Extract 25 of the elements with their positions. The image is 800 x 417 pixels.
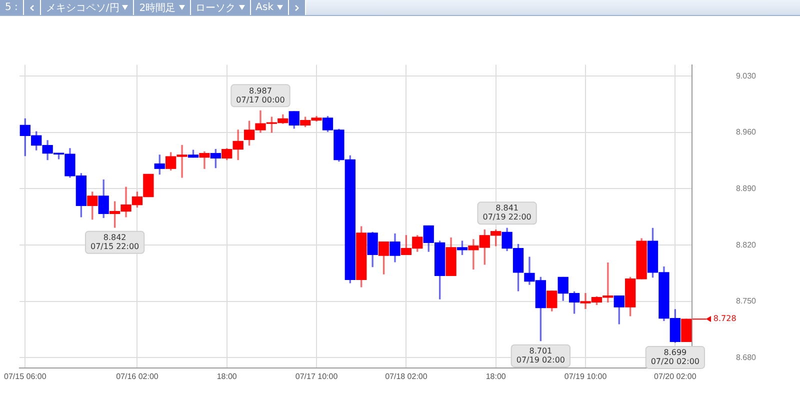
y-tick-label: 9.030 xyxy=(736,71,757,80)
text: 2時間足 xyxy=(139,2,176,14)
y-tick-label: 8.750 xyxy=(736,296,757,306)
y-tick-label: 8.680 xyxy=(736,352,757,362)
y-tick-label: 8.820 xyxy=(736,240,757,250)
annotation: 8.841 07/19 22:00 xyxy=(482,204,532,222)
annotation: 8.701 07/19 02:00 xyxy=(516,346,566,364)
text: ローソク xyxy=(196,2,236,14)
x-tick-label: 07/16 02:00 xyxy=(116,372,159,382)
annotation: 8.987 07/17 00:00 xyxy=(236,86,285,104)
x-tick-label: 07/19 10:00 xyxy=(564,372,608,382)
y-tick-label: 8.960 xyxy=(736,128,757,137)
x-tick-label: 07/17 10:00 xyxy=(295,372,338,382)
text: メキシコペソ/円 xyxy=(46,2,120,14)
x-tick-label: 18:00 xyxy=(216,372,238,382)
annotation: 8.699 07/20 02:00 xyxy=(650,348,700,366)
x-tick-label: 18:00 xyxy=(486,372,506,382)
x-tick-label: 07/18 02:00 xyxy=(385,372,428,382)
y-tick-label: 8.890 xyxy=(736,184,757,193)
text: 5 : xyxy=(5,2,18,13)
x-tick-label: 07/15 06:00 xyxy=(4,372,47,382)
x-tick-label: 07/20 02:00 xyxy=(654,372,697,382)
ref-line-label: 8.728 xyxy=(713,314,736,324)
text: Ask xyxy=(256,2,274,13)
annotation: 8.842 07/15 22:00 xyxy=(90,232,140,251)
